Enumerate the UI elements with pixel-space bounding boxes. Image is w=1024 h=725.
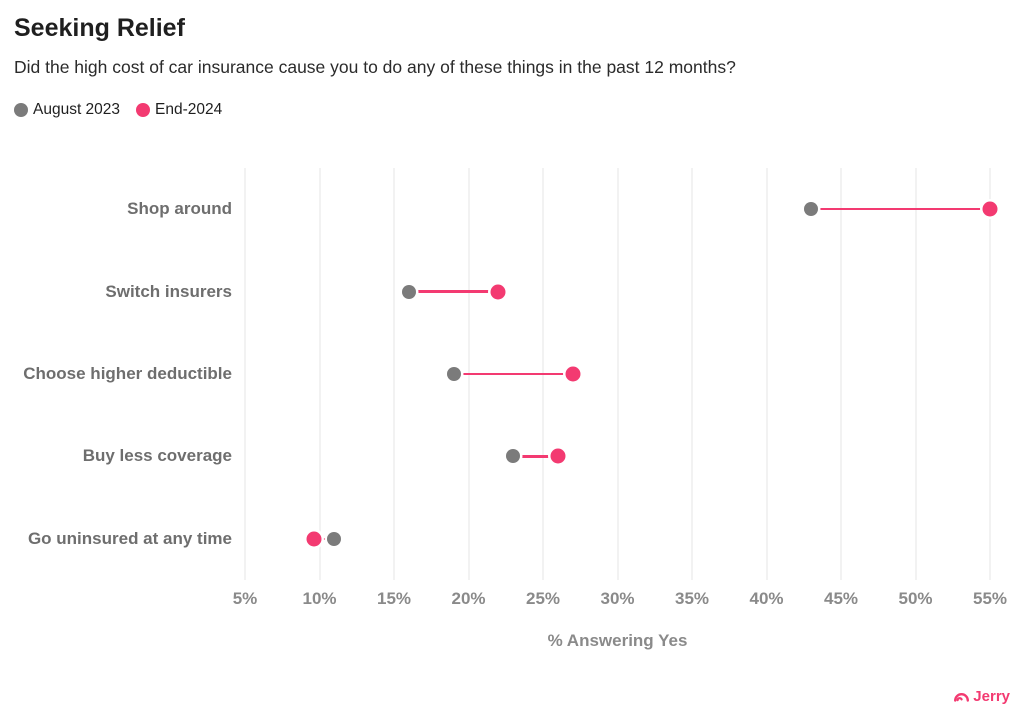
category-label: Shop around [127,199,232,219]
x-tick-label: 40% [749,589,784,608]
gridline [765,168,768,580]
x-axis-title: % Answering Yes [547,631,688,650]
data-point-end-2024 [490,284,506,300]
gridline [244,168,246,580]
brand-logo: Jerry [953,688,1010,705]
plot-area [244,168,998,580]
gridline [393,168,395,580]
gridline [318,168,321,580]
data-point-august-2023 [327,531,342,546]
legend-item-end-2024: End-2024 [136,101,222,119]
data-point-end-2024 [306,531,322,547]
legend-label-august-2023: August 2023 [33,101,121,118]
legend-dot-august-2023-icon [14,103,28,117]
chart-title: Seeking Relief [14,14,185,42]
x-tick-label: 50% [898,589,933,608]
dumbbell-connector [513,455,558,458]
gridline [616,168,619,580]
y-axis-category-labels: Shop around Switch insurers Choose higher … [0,168,233,580]
legend: August 2023 End-2024 [14,101,222,119]
brand-name: Jerry [973,688,1010,705]
dumbbell-connector [313,537,335,541]
legend-item-august-2023: August 2023 [14,101,120,119]
category-label: Buy less coverage [82,446,232,466]
x-tick-label: 5% [232,589,258,608]
data-point-august-2023 [446,367,461,381]
data-point-end-2024 [565,366,581,382]
legend-label-end-2024: End-2024 [155,101,223,118]
data-point-end-2024 [550,448,566,464]
x-tick-label: 20% [451,589,486,608]
x-tick-label: 45% [823,589,859,608]
category-label: Choose higher deductible [23,364,232,383]
dumbbell-connector [408,290,499,293]
x-tick-label: 35% [674,589,710,608]
x-axis-tick-labels: 5% 10% 15% 20% 25% 30% 35% 40% 45% 50% 55% [233,589,1007,613]
category-label: Go uninsured at any time [27,528,232,548]
category-label: Switch insurers [105,281,232,301]
x-tick-label: 25% [525,589,561,608]
dumbbell-connector [453,372,573,376]
legend-dot-end-2024-icon [136,103,151,117]
gridline [840,168,842,580]
x-tick-label: 55% [972,589,1008,608]
gridline [989,168,991,580]
chart-subtitle: Did the high cost of car insurance cause… [14,57,736,77]
jerry-arc-icon [954,693,970,702]
dumbbell-connector [811,207,990,211]
data-point-august-2023 [804,202,819,217]
x-tick-label: 30% [600,589,635,608]
gridline [914,168,917,580]
data-point-august-2023 [401,284,416,299]
gridline [691,168,693,580]
data-point-end-2024 [982,201,998,217]
x-tick-label: 10% [302,589,337,608]
data-point-august-2023 [506,449,521,464]
x-tick-label: 15% [376,589,412,608]
